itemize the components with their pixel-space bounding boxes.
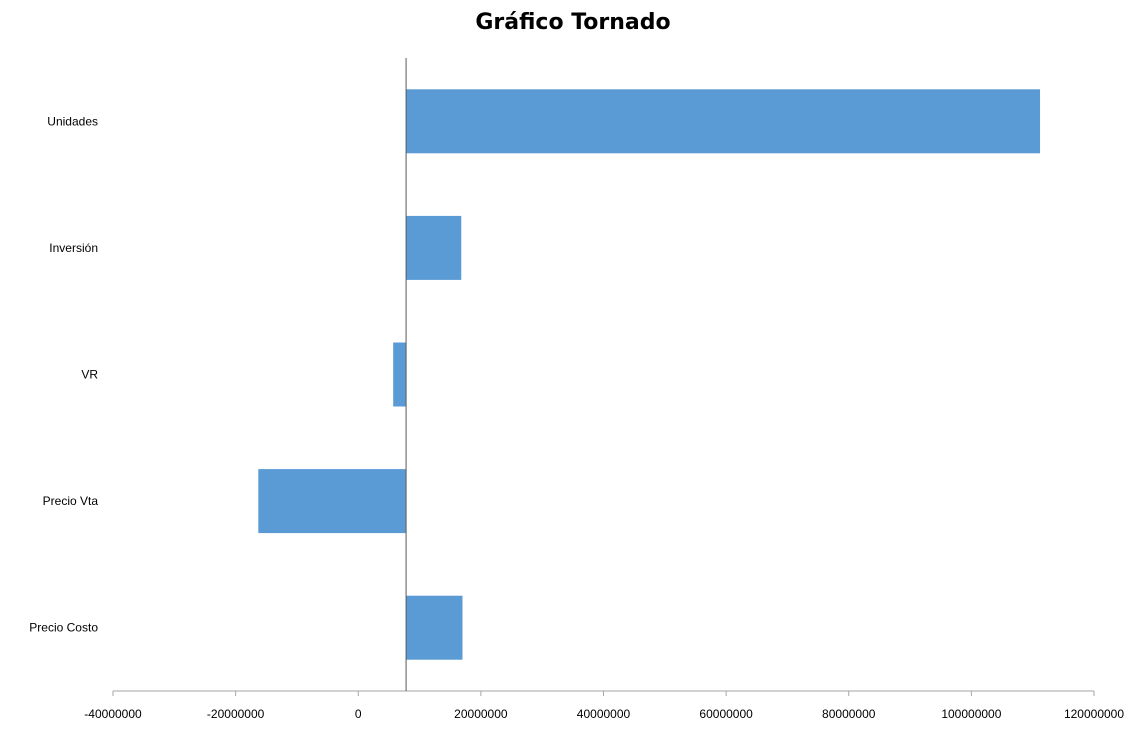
x-tick-label: 0 bbox=[355, 707, 362, 721]
x-tick-label: 80000000 bbox=[822, 707, 876, 721]
bar-vr bbox=[393, 342, 407, 407]
bar-precio-costo bbox=[406, 595, 463, 660]
category-label: VR bbox=[81, 368, 98, 382]
bar-inversi-n bbox=[406, 215, 462, 280]
category-label: Inversión bbox=[49, 241, 98, 255]
x-tick-label: -40000000 bbox=[84, 707, 142, 721]
category-label: Precio Costo bbox=[29, 621, 98, 635]
chart-title: Gráfico Tornado bbox=[475, 10, 671, 35]
x-tick-label: 120000000 bbox=[1064, 707, 1124, 721]
bar-precio-vta bbox=[258, 469, 407, 534]
x-tick-label: 100000000 bbox=[941, 707, 1001, 721]
x-tick-label: 60000000 bbox=[699, 707, 753, 721]
category-label: Unidades bbox=[47, 114, 98, 128]
x-tick-label: -20000000 bbox=[207, 707, 265, 721]
x-tick-label: 40000000 bbox=[577, 707, 631, 721]
category-label: Precio Vta bbox=[43, 494, 99, 508]
bar-unidades bbox=[406, 89, 1041, 154]
x-tick-label: 20000000 bbox=[454, 707, 508, 721]
